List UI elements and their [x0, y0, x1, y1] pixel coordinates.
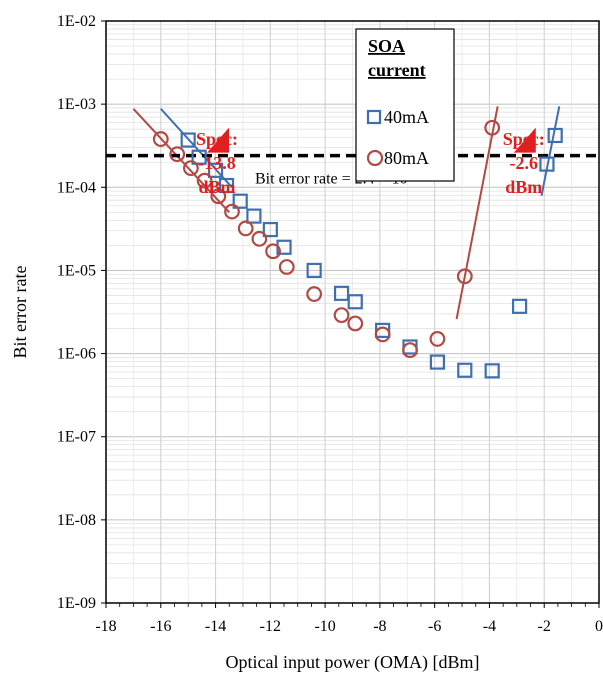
x-tick-label: -16 [150, 618, 171, 635]
marker-square [262, 221, 278, 238]
x-tick-label: -12 [260, 618, 281, 635]
marker-circle [306, 286, 323, 302]
marker-circle [265, 243, 281, 260]
y-tick-label: 1E-09 [57, 595, 96, 612]
marker-circle [429, 331, 446, 347]
marker-square [306, 262, 322, 279]
spec-annotations: Spec: -13.8 dBm Spec: -2.6 dBm [196, 127, 545, 197]
spec-label: -13.8 [198, 153, 236, 173]
x-axis-label: Optical input power (OMA) [dBm] [226, 652, 480, 673]
marker-square [457, 362, 473, 378]
marker-circle [484, 119, 501, 136]
legend-circle-icon [366, 149, 384, 167]
fit-line [540, 106, 561, 196]
y-tick-label: 1E-04 [57, 179, 96, 196]
marker-square [246, 208, 262, 224]
marker-square [511, 298, 528, 314]
marker-circle [333, 307, 350, 324]
marker-circle [210, 188, 227, 205]
fit-line [160, 108, 233, 188]
marker-square [218, 177, 235, 194]
x-tick-label: -8 [373, 618, 386, 635]
marker-circle [237, 220, 254, 237]
x-tick-label: -18 [95, 618, 116, 635]
marker-square [539, 156, 555, 172]
marker-square [547, 127, 563, 144]
marker-circle [278, 259, 295, 275]
spec-label: -2.6 [510, 153, 539, 173]
spec-label: dBm [199, 177, 236, 197]
spec-label: Spec: [503, 129, 545, 149]
x-tick-label: -10 [314, 618, 335, 635]
marker-square [484, 363, 500, 379]
marker-circle [152, 131, 169, 147]
marker-circle [183, 160, 199, 177]
spec-triangle [207, 127, 230, 153]
legend-title-line2: current [368, 60, 426, 80]
marker-circle [347, 315, 364, 332]
y-tick-label: 1E-05 [57, 262, 96, 279]
spec-label: Spec: [196, 129, 238, 149]
legend-box [355, 28, 455, 182]
x-tick-label: -6 [428, 618, 441, 635]
marker-circle [196, 172, 213, 189]
marker-square [232, 193, 248, 209]
y-tick-label: 1E-07 [57, 429, 96, 446]
marker-circle [224, 203, 240, 220]
legend-item-80ma: 80mA [384, 148, 429, 168]
data-markers [152, 119, 563, 379]
marker-square [429, 354, 446, 370]
marker-square [347, 294, 363, 310]
marker-circle [456, 268, 473, 285]
x-tick-label: 0 [595, 618, 603, 635]
y-tick-label: 1E-08 [57, 512, 96, 529]
grid-lines [105, 21, 600, 604]
legend-square-icon [366, 109, 382, 125]
x-tick-label: -14 [205, 618, 226, 635]
spec-label: dBm [505, 177, 542, 197]
legend-title-line1: SOA [368, 36, 405, 56]
marker-circle [251, 230, 268, 247]
y-tick-label: 1E-06 [57, 346, 96, 363]
marker-circle [374, 326, 391, 343]
marker-square [191, 149, 207, 165]
legend-item-40ma: 40mA [384, 107, 429, 127]
y-axis-label: Bit error rate [10, 266, 30, 359]
fit-line [455, 106, 499, 320]
y-tick-label: 1E-02 [57, 13, 96, 30]
x-tick-label: -2 [538, 618, 551, 635]
x-tick-label: -4 [483, 618, 496, 635]
y-tick-label: 1E-03 [57, 96, 96, 113]
marker-square [333, 285, 350, 301]
axis-ticks: -18 -16 -14 -12 -10 -8 -6 -4 -2 0 1E-09 1E-08 1E-07 1… [57, 13, 603, 635]
marker-square [180, 132, 196, 148]
marker-square [207, 162, 224, 178]
legend: SOA current 40mA 80mA [355, 28, 455, 182]
spec-triangle [513, 127, 536, 153]
marker-circle [169, 146, 186, 163]
marker-circle [402, 342, 418, 359]
